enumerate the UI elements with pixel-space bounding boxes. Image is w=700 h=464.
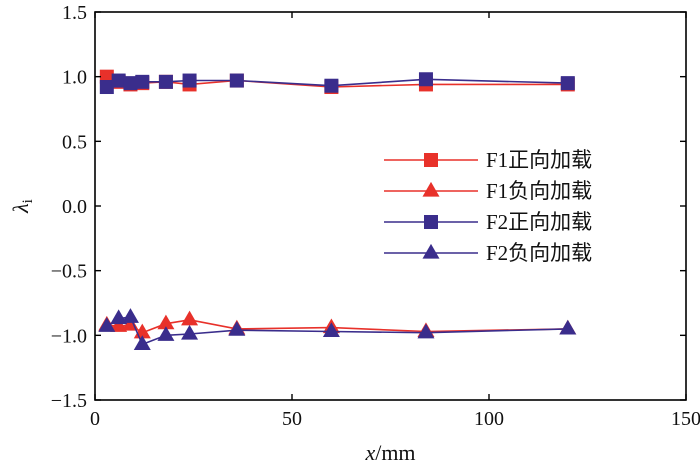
legend-marker: [422, 181, 440, 197]
data-point: [157, 314, 175, 330]
data-point: [157, 326, 175, 341]
data-point: [121, 308, 139, 323]
legend-item: F1负向加载: [384, 179, 592, 203]
data-point: [417, 323, 435, 339]
x-axis-label-variable: x: [364, 440, 375, 464]
series-3: [99, 72, 575, 95]
series-line: [106, 316, 568, 346]
data-point: [99, 80, 114, 95]
y-tick-label: 1.0: [62, 67, 87, 89]
data-point: [228, 321, 246, 336]
legend-item: F1正向加载: [384, 148, 592, 172]
legend-item: F2正向加载: [384, 210, 592, 234]
y-tick-label: −0.5: [51, 261, 87, 283]
x-tick-label: 150: [671, 408, 700, 430]
data-point: [110, 317, 128, 332]
series-line: [106, 318, 568, 334]
legend-marker: [422, 243, 440, 259]
legend-label: F2正向加载: [486, 210, 592, 234]
x-tick-label: 100: [474, 408, 504, 430]
data-point: [133, 335, 151, 350]
legend-marker: [424, 153, 438, 167]
series-4: [98, 308, 577, 350]
data-point: [229, 73, 244, 88]
y-tick-label: 0.5: [62, 131, 87, 153]
y-tick-label: −1.5: [51, 390, 87, 412]
y-axis-label-subscript: i: [20, 199, 36, 203]
x-axis-label: x/mm: [364, 440, 415, 464]
data-point: [418, 72, 433, 87]
data-point: [324, 78, 339, 93]
legend-label: F2负向加载: [486, 241, 592, 265]
y-axis-label: λi: [8, 199, 36, 214]
series-layer: [98, 69, 577, 350]
data-point: [98, 317, 116, 332]
legend-label: F1正向加载: [486, 148, 592, 172]
tick-layer: 0 50 100 150 −1.5 −1.0 −0.5 0.0 0.5 1.0 1.5: [51, 2, 700, 430]
data-point: [110, 309, 128, 325]
data-point: [123, 76, 138, 91]
plot-area-frame: [94, 11, 687, 401]
data-point: [135, 74, 150, 89]
y-tick-label: −1.0: [51, 325, 87, 347]
data-point: [181, 324, 199, 340]
legend: F1正向加载 F1负向加载 F2正向加载 F2负向加载: [384, 148, 592, 265]
x-tick-label: 50: [282, 408, 302, 430]
data-point: [181, 310, 199, 326]
y-axis-label-variable: λ: [8, 203, 33, 214]
data-point: [322, 322, 340, 338]
legend-label: F1负向加载: [486, 179, 592, 203]
x-axis-label-unit: /mm: [375, 440, 415, 464]
legend-item: F2负向加载: [384, 241, 592, 265]
data-point: [559, 319, 577, 335]
y-tick-label: 1.5: [62, 2, 87, 24]
data-point: [182, 73, 197, 88]
data-point: [158, 74, 173, 89]
data-point: [560, 76, 575, 91]
data-point: [111, 73, 126, 88]
y-tick-label: 0.0: [62, 196, 87, 218]
legend-marker: [424, 215, 438, 229]
x-tick-label: 0: [90, 408, 100, 430]
